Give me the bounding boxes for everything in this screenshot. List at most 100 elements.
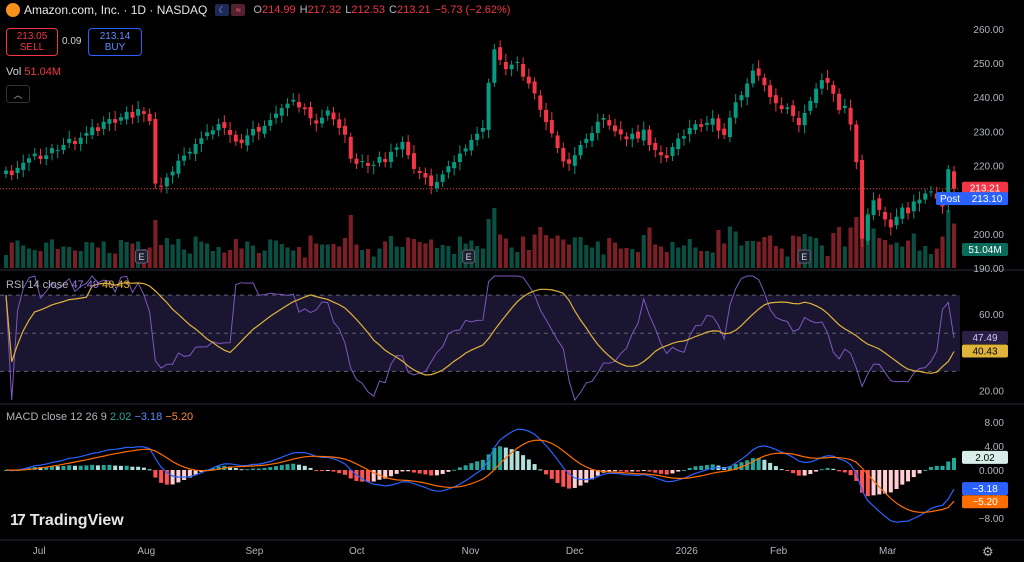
macd-histogram-bar bbox=[440, 470, 445, 474]
price-axis-tick: 220.00 bbox=[973, 162, 1004, 173]
low-value: 212.53 bbox=[351, 4, 385, 16]
volume-bar bbox=[417, 242, 422, 268]
candle-body bbox=[946, 169, 951, 205]
candle-body bbox=[791, 105, 796, 116]
candle-body bbox=[136, 109, 141, 116]
volume-bar bbox=[647, 227, 652, 268]
macd-legend[interactable]: MACD close 12 26 9 2.02 −3.18 −5.20 bbox=[6, 411, 193, 423]
volume-bar bbox=[199, 241, 204, 268]
macd-histogram-bar bbox=[538, 469, 543, 471]
macd-histogram-bar bbox=[906, 470, 911, 482]
macd-histogram-bar bbox=[670, 470, 675, 474]
volume-bar bbox=[205, 243, 210, 268]
volume-bar bbox=[480, 248, 485, 268]
macd-histogram-bar bbox=[245, 469, 250, 471]
volume-bar bbox=[354, 244, 359, 268]
candle-body bbox=[854, 124, 859, 163]
macd-histogram-bar bbox=[360, 470, 365, 482]
candle-body bbox=[555, 135, 560, 149]
volume-bar bbox=[917, 250, 922, 268]
macd-histogram-bar bbox=[819, 469, 824, 471]
candle-body bbox=[549, 120, 554, 134]
candle-body bbox=[951, 171, 957, 189]
candle-body bbox=[78, 137, 83, 144]
rsi-axis-tick: 60.00 bbox=[979, 310, 1004, 321]
candle-body bbox=[779, 105, 784, 110]
macd-histogram-bar bbox=[549, 470, 554, 479]
volume-bar bbox=[325, 244, 330, 268]
macd-histogram-bar bbox=[38, 467, 43, 470]
macd-histogram-bar bbox=[498, 446, 503, 470]
candle-body bbox=[187, 151, 192, 154]
macd-histogram-bar bbox=[526, 459, 531, 470]
rsi-legend[interactable]: RSI 14 close 47.49 40.43 bbox=[6, 279, 130, 291]
volume-bar bbox=[877, 238, 882, 268]
volume-bar bbox=[584, 245, 589, 268]
tradingview-mark-icon: 17 bbox=[10, 512, 26, 529]
volume-bar bbox=[905, 240, 911, 268]
candle-body bbox=[49, 148, 54, 154]
volume-bar bbox=[388, 236, 394, 268]
rsi-label: RSI 14 close bbox=[6, 279, 69, 291]
macd-histogram-bar bbox=[561, 470, 566, 487]
macd-histogram-bar bbox=[256, 468, 261, 470]
signal-line bbox=[5, 439, 955, 513]
volume-bar bbox=[245, 241, 250, 268]
candle-body bbox=[222, 122, 227, 128]
macd-histogram-bar bbox=[348, 470, 353, 479]
symbol-title[interactable]: Amazon.com, Inc. · 1D · NASDAQ bbox=[24, 3, 208, 17]
macd-histogram-bar bbox=[509, 449, 514, 470]
volume-bar bbox=[825, 256, 830, 268]
candle-body bbox=[808, 100, 813, 111]
volume-bar bbox=[3, 255, 9, 268]
tradingview-logo[interactable]: 17 TradingView bbox=[10, 512, 124, 530]
macd-histogram-bar bbox=[170, 470, 175, 485]
sell-button[interactable]: 213.05 SELL bbox=[6, 28, 58, 56]
candle-body bbox=[440, 174, 445, 182]
volume-bar bbox=[15, 240, 20, 268]
volume-bar bbox=[337, 246, 342, 268]
macd-histogram-bar bbox=[371, 470, 376, 482]
symbol-header: Amazon.com, Inc. · 1D · NASDAQ ☾ ≈ O214.… bbox=[0, 0, 510, 20]
moon-icon[interactable]: ☾ bbox=[215, 4, 230, 16]
settings-gear-icon[interactable]: ⚙ bbox=[982, 544, 994, 559]
macd-histogram-bar bbox=[452, 469, 457, 471]
volume-legend[interactable]: Vol 51.04M bbox=[6, 66, 61, 78]
time-axis-tick: 2026 bbox=[676, 546, 699, 557]
volume-bar bbox=[549, 238, 554, 268]
macd-legend-value: −3.18 bbox=[134, 411, 163, 423]
volume-bar bbox=[170, 244, 175, 268]
macd-histogram-bar bbox=[676, 470, 681, 472]
volume-bar bbox=[727, 226, 732, 268]
candle-body bbox=[503, 61, 508, 70]
volume-bar bbox=[653, 244, 658, 268]
collapse-legend-icon[interactable]: ︿ bbox=[6, 85, 30, 103]
macd-histogram-bar bbox=[802, 470, 807, 476]
volume-bar bbox=[394, 246, 399, 268]
macd-axis-tick: 4.00 bbox=[985, 442, 1005, 453]
candle-body bbox=[314, 120, 319, 124]
candle-body bbox=[532, 81, 537, 94]
candle-body bbox=[228, 129, 233, 135]
candle-body bbox=[113, 119, 118, 123]
volume-bar bbox=[147, 247, 152, 268]
candle-body bbox=[84, 133, 89, 136]
last-price-badge bbox=[962, 181, 1008, 195]
stream-icon[interactable]: ≈ bbox=[231, 4, 246, 16]
candle-body bbox=[917, 199, 922, 204]
macd-histogram-bar bbox=[831, 468, 836, 470]
time-axis-tick: Aug bbox=[137, 546, 155, 557]
macd-histogram-bar bbox=[837, 470, 842, 472]
candle-body bbox=[653, 142, 658, 151]
buy-button[interactable]: 213.14 BUY bbox=[88, 28, 142, 56]
candle-body bbox=[492, 49, 497, 83]
volume-bar bbox=[503, 238, 508, 268]
volume-bar bbox=[618, 248, 623, 268]
volume-bar bbox=[273, 240, 279, 268]
signal-legend-value: −5.20 bbox=[165, 411, 194, 423]
earnings-marker bbox=[135, 249, 149, 264]
candle-body bbox=[664, 155, 669, 158]
macd-axis-tick: 8.00 bbox=[985, 418, 1005, 429]
macd-histogram-bar bbox=[314, 470, 319, 471]
volume-bar bbox=[302, 257, 307, 268]
